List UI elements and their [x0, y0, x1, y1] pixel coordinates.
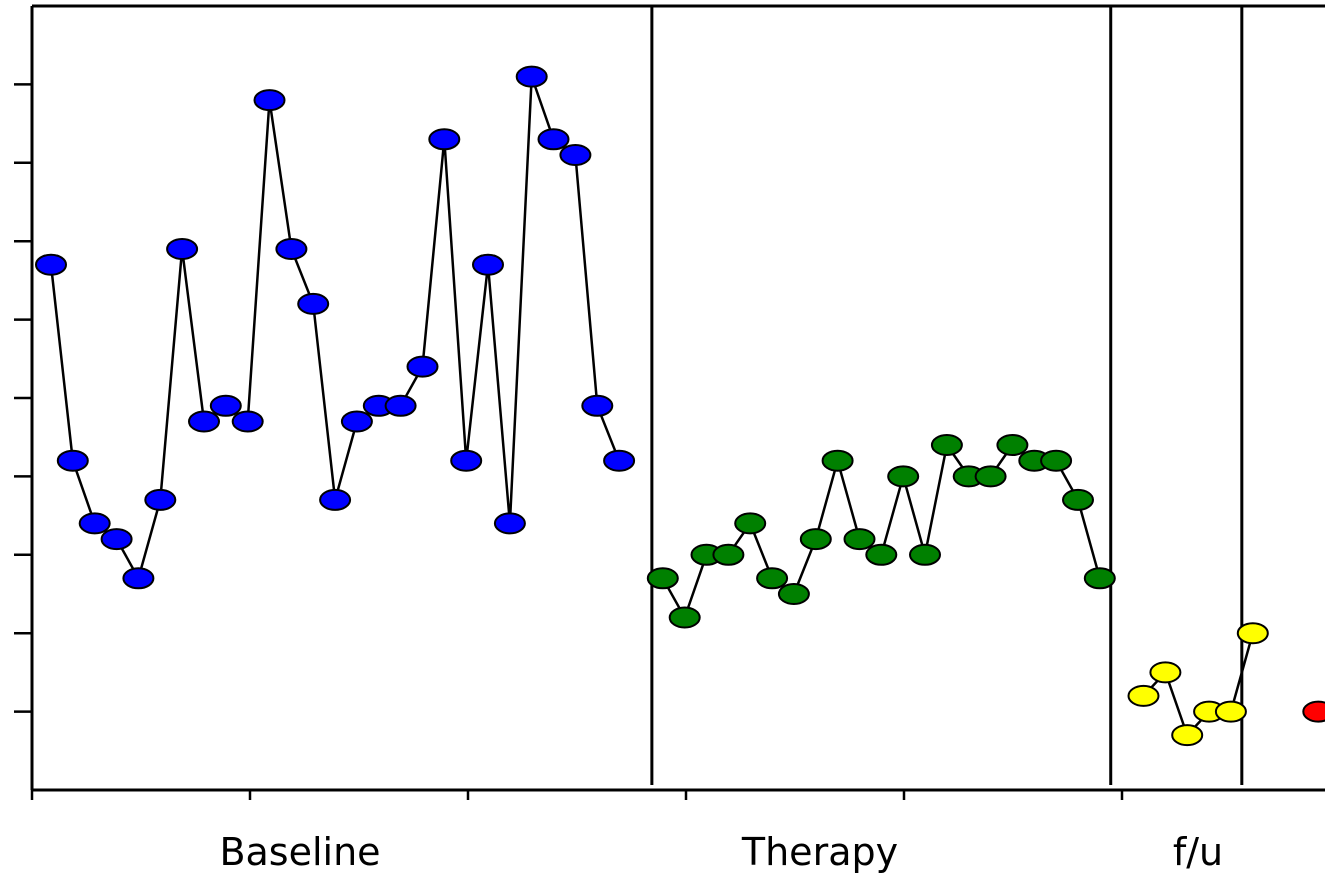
data-point: [515, 65, 548, 88]
data-point: [777, 583, 810, 605]
data-point: [821, 449, 854, 472]
data-point: [974, 465, 1007, 488]
data-point: [712, 543, 745, 566]
data-point: [297, 292, 330, 315]
data-point: [450, 449, 483, 472]
data-point: [559, 144, 592, 166]
data-point: [1214, 700, 1247, 723]
data-point: [1302, 700, 1325, 723]
x-axis-ticks: [30, 790, 1124, 800]
data-point: [144, 488, 177, 511]
data-point: [78, 512, 111, 535]
data-point: [100, 528, 133, 551]
data-point: [209, 394, 242, 417]
data-point: [1171, 724, 1204, 747]
data-point: [384, 394, 417, 417]
data-point: [406, 355, 439, 378]
data-point: [909, 543, 941, 566]
data-point: [887, 465, 920, 488]
data-point: [56, 449, 89, 472]
data-point: [35, 253, 67, 276]
phase-label-fu: f/u: [1173, 830, 1223, 874]
y-axis-ticks: [14, 83, 32, 713]
phase-label-baseline: Baseline: [219, 830, 380, 874]
data-point: [122, 567, 155, 590]
data-point: [996, 434, 1029, 456]
data-point: [275, 238, 308, 260]
data-point: [1127, 684, 1160, 707]
data-point: [253, 89, 286, 112]
data-point: [231, 410, 264, 433]
data-point: [734, 512, 767, 535]
data-point: [581, 394, 614, 417]
data-point: [1083, 567, 1116, 590]
data-point: [428, 128, 461, 151]
data-point: [1149, 661, 1182, 684]
data-point: [472, 253, 504, 276]
data-points: [35, 65, 1325, 747]
data-point: [930, 434, 963, 456]
data-point: [799, 528, 832, 551]
data-point: [319, 488, 352, 511]
data-point: [756, 567, 789, 590]
phase-dividers: [650, 6, 1244, 785]
data-point: [865, 543, 898, 566]
data-point: [1236, 622, 1269, 645]
data-point: [493, 512, 526, 535]
data-point: [1062, 488, 1094, 511]
data-point: [646, 567, 679, 590]
data-point: [603, 449, 636, 472]
data-point: [166, 238, 199, 260]
data-point: [188, 410, 220, 433]
data-point: [1040, 449, 1073, 472]
data-point: [843, 528, 876, 551]
data-point: [668, 606, 701, 629]
data-point: [537, 128, 570, 151]
data-point: [340, 410, 373, 433]
phase-label-therapy: Therapy: [741, 830, 898, 874]
